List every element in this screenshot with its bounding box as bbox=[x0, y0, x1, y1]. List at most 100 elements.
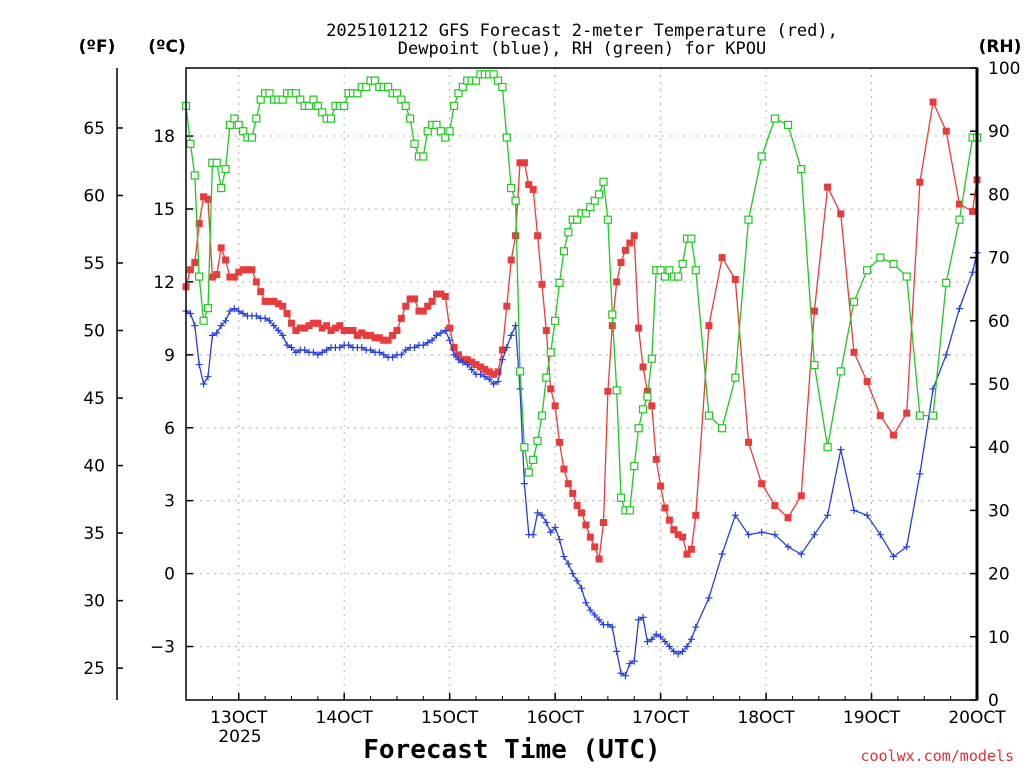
temperature-point bbox=[591, 543, 599, 551]
dewpoint-point bbox=[419, 341, 427, 349]
rh-point bbox=[313, 101, 322, 111]
temperature-point bbox=[367, 331, 375, 339]
rh-point bbox=[656, 266, 665, 275]
temperature-point bbox=[797, 492, 805, 500]
rh-point bbox=[432, 120, 441, 129]
dewpoint-point bbox=[389, 353, 397, 361]
rh-point bbox=[665, 266, 674, 275]
temperature-point bbox=[252, 278, 260, 286]
temperature-point bbox=[837, 210, 845, 218]
rh-point bbox=[454, 89, 463, 98]
temperature-point bbox=[876, 412, 884, 420]
rh-point bbox=[498, 82, 507, 92]
time-tick-label: 17OCT bbox=[632, 708, 690, 728]
rh-point bbox=[902, 272, 911, 281]
rh-point bbox=[520, 443, 529, 452]
rh-point bbox=[836, 367, 845, 376]
dewpoint-point bbox=[230, 305, 238, 313]
dewpoint-point bbox=[468, 365, 476, 373]
rh-point bbox=[612, 386, 621, 395]
fahrenheit-tick-label: 55 bbox=[83, 254, 105, 274]
temperature-point bbox=[213, 271, 221, 279]
temperature-point bbox=[191, 258, 199, 266]
dewpoint-point bbox=[670, 647, 678, 655]
rh-point bbox=[296, 95, 305, 104]
fahrenheit-tick-label: 65 bbox=[83, 119, 105, 139]
temperature-point bbox=[929, 98, 937, 106]
dewpoint-point bbox=[837, 446, 845, 454]
dewpoint-point bbox=[731, 511, 739, 519]
dewpoint-point bbox=[292, 348, 300, 356]
rh-point bbox=[634, 424, 643, 433]
dewpoint-point bbox=[252, 312, 260, 320]
rh-tick-label: 60 bbox=[988, 312, 1010, 332]
rh-point bbox=[599, 177, 608, 186]
rh-point bbox=[406, 114, 415, 123]
dewpoint-point bbox=[903, 543, 911, 551]
temperature-point bbox=[200, 193, 208, 201]
temperature-point bbox=[406, 295, 414, 303]
temperature-point bbox=[235, 268, 243, 276]
dewpoint-point bbox=[235, 307, 243, 315]
celsius-tick-label: 0 bbox=[164, 565, 175, 585]
dewpoint-point bbox=[595, 616, 603, 624]
temperature-point bbox=[472, 361, 480, 369]
dewpoint-point bbox=[446, 336, 454, 344]
fahrenheit-tick-label: 50 bbox=[83, 322, 105, 342]
dewpoint-point bbox=[604, 621, 612, 629]
fahrenheit-tick-label: 60 bbox=[83, 186, 105, 206]
dewpoint-point bbox=[529, 531, 537, 539]
temperature-point bbox=[758, 480, 766, 488]
temperature-point bbox=[296, 324, 304, 332]
rh-point bbox=[638, 405, 648, 414]
dewpoint-point bbox=[494, 378, 502, 386]
celsius-tick-label: 18 bbox=[153, 127, 175, 147]
rh-point bbox=[507, 183, 516, 193]
rh-point bbox=[449, 101, 459, 111]
dewpoint-point bbox=[516, 385, 524, 393]
dewpoint-point bbox=[195, 361, 203, 369]
dewpoint-point bbox=[287, 344, 295, 352]
temperature-point bbox=[657, 482, 665, 490]
rh-point bbox=[718, 424, 727, 433]
temperature-point bbox=[274, 300, 282, 308]
dewpoint-point bbox=[485, 375, 493, 383]
time-tick-label: 13OCT bbox=[210, 708, 268, 728]
dewpoint-point bbox=[560, 553, 568, 561]
temperature-point bbox=[476, 363, 484, 371]
rh-point bbox=[876, 253, 885, 262]
dewpoint-point bbox=[200, 380, 208, 388]
dewpoint-point bbox=[643, 638, 651, 646]
temperature-point bbox=[687, 545, 695, 553]
temperature-point bbox=[384, 336, 392, 344]
fahrenheit-tick-label: 45 bbox=[83, 389, 105, 409]
celsius-tick-label: 6 bbox=[164, 419, 175, 439]
temperature-point bbox=[230, 273, 238, 281]
temperature-point bbox=[824, 183, 832, 191]
rh-axis: 0 10 20 30 40 50 60 70 80 90 100 bbox=[970, 59, 1020, 711]
temperature-point bbox=[468, 358, 476, 366]
temperature-point bbox=[283, 310, 291, 318]
celsius-tick-label: −3 bbox=[150, 638, 175, 658]
temperature-point bbox=[437, 290, 445, 298]
temperature-point bbox=[415, 307, 423, 315]
dewpoint-point bbox=[463, 361, 471, 369]
rh-point bbox=[252, 114, 261, 123]
dewpoint-point bbox=[942, 351, 950, 359]
dewpoint-point bbox=[797, 550, 805, 558]
dewpoint-point bbox=[683, 643, 691, 651]
rh-point bbox=[190, 171, 199, 180]
rh-point bbox=[647, 354, 656, 363]
dewpoint-point bbox=[265, 317, 273, 325]
temperature-point bbox=[564, 480, 572, 488]
rh-point bbox=[502, 133, 511, 142]
fahrenheit-unit-label: (ºF) bbox=[79, 37, 116, 57]
rh-point bbox=[770, 114, 779, 123]
chart-title-line-2: Dewpoint (blue), RH (green) for KPOU bbox=[398, 39, 766, 59]
dewpoint-point bbox=[208, 331, 216, 339]
rh-point bbox=[353, 89, 362, 98]
dewpoint-point bbox=[538, 511, 546, 519]
rh-point bbox=[203, 304, 213, 313]
dewpoint-point bbox=[274, 327, 282, 335]
rh-point bbox=[489, 70, 498, 79]
